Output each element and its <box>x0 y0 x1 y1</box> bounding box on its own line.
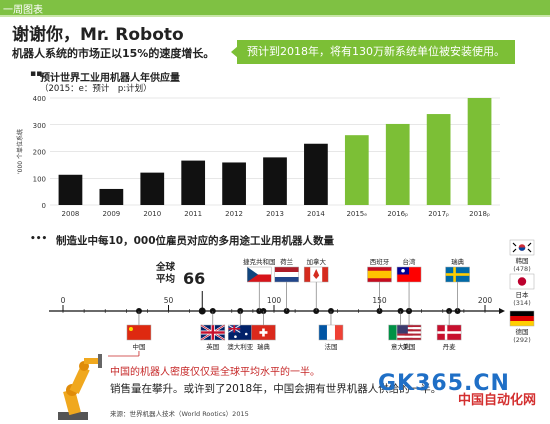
header-bar <box>0 0 550 15</box>
bar-y-tick-label: 400 <box>33 95 46 103</box>
density-country-label: 瑞典 <box>257 342 271 351</box>
density-country-label: 荷兰 <box>280 257 294 266</box>
page-title: 谢谢你，Mr. Roboto <box>12 25 184 45</box>
offscale-country-label: 德国 <box>516 327 529 336</box>
bar-x-tick-label: 2014 <box>307 210 325 218</box>
density-x-tick-label: 50 <box>164 296 174 305</box>
offscale-country-label: 韩国 <box>516 256 529 265</box>
density-x-tick-label: 200 <box>478 296 493 305</box>
bar-y-tick-label: 300 <box>33 122 46 130</box>
section-bullet-icon-2: ••• <box>30 234 48 244</box>
bar-2009 <box>99 188 124 205</box>
bar-2012 <box>222 162 246 205</box>
density-country-label: 丹麦 <box>443 342 457 351</box>
callout-box: 预计到2018年，将有130万新系统单位被安装使用。 <box>237 40 515 64</box>
watermark-site-name: 中国自动化网 <box>458 393 537 408</box>
bar-2013 <box>263 157 287 205</box>
page-subtitle: 机器人系统的市场正以15%的速度增长。 <box>12 47 215 60</box>
density-axis-arrow <box>499 308 505 314</box>
offscale-country-label: 日本 <box>516 290 530 299</box>
section-bullet-icon: ▪▪ <box>30 69 43 79</box>
bar-x-tick-label: 2011 <box>184 210 202 218</box>
density-country-label: 西班牙 <box>370 257 390 266</box>
header-tag: 一周图表 <box>3 5 43 16</box>
flag-cz-icon <box>246 266 272 283</box>
flag-se-icon <box>445 266 470 283</box>
offscale-value-label: (314) <box>513 299 530 307</box>
bar-x-tick-label: 2013 <box>266 210 284 218</box>
flag-nl-icon <box>274 266 299 283</box>
bar-x-tick-label: 2012 <box>225 210 243 218</box>
bar-2015e <box>344 135 369 205</box>
watermark-logo: GK365.CN <box>378 371 510 396</box>
density-country-label: 捷克共和国 <box>243 257 276 266</box>
density-x-tick-label: 100 <box>267 296 282 305</box>
density-country-label: 英国 <box>206 342 219 351</box>
global-average-label: 全球平均 <box>156 262 176 285</box>
offscale-value-label: (292) <box>513 336 530 344</box>
callout-arrow <box>231 46 238 58</box>
flag-fr-icon <box>318 324 344 341</box>
bar-2017p <box>426 114 451 205</box>
density-country-label: 澳大利亚 <box>227 342 254 351</box>
header-divider <box>0 15 550 17</box>
flag-uk-icon <box>200 324 226 341</box>
bar-chart: 0 100 200 300 400 '000 个单位系统 2008 2009 2010 2011 2… <box>16 95 500 218</box>
bar-2014 <box>304 143 328 205</box>
flag-us-icon <box>396 324 422 341</box>
flag-dk-icon <box>436 324 462 341</box>
bar-y-tick-label: 200 <box>33 149 46 157</box>
density-country-label: 加拿大 <box>306 257 326 266</box>
bar-chart-note: （2015：e：预计 p:计划） <box>40 84 152 94</box>
bar-y-tick-label: 0 <box>42 202 46 210</box>
flag-jp-icon <box>509 273 535 290</box>
source-credit: 来源：世界机器人技术（World Rootics）2015 <box>110 410 249 418</box>
flag-tw-icon <box>396 266 422 283</box>
bar-2008 <box>58 174 83 205</box>
flag-au-icon <box>227 324 253 341</box>
bar-x-tick-label: 2018ₚ <box>469 210 490 218</box>
density-chart-title: 制造业中每10，000位雇员对应的多用途工业用机器人数量 <box>56 235 335 247</box>
density-x-tick-label: 0 <box>61 296 66 305</box>
bar-2010 <box>140 172 165 205</box>
flag-ca-icon <box>303 266 329 283</box>
density-note-red: 中国的机器人密度仅仅是全球平均水平的一半。 <box>110 367 320 378</box>
bar-2016p <box>385 123 410 205</box>
flag-de-icon <box>509 310 535 327</box>
density-country-label: 中国 <box>132 342 145 351</box>
bar-x-tick-label: 2008 <box>62 210 80 218</box>
bar-y-tick-label: 100 <box>33 175 46 183</box>
bar-2011 <box>181 160 206 205</box>
flag-es-icon <box>367 266 392 283</box>
offscale-value-label: (478) <box>513 265 530 273</box>
robot-arm-illustration <box>58 354 102 420</box>
global-average-value: 66 <box>183 269 206 288</box>
bar-chart-title: 预计世界工业用机器人年供应量 <box>40 73 180 84</box>
bar-y-axis-label: '000 个单位系统 <box>16 129 24 174</box>
density-country-label: 台湾 <box>403 257 417 266</box>
density-country-label: 瑞典 <box>451 257 465 266</box>
bar-x-tick-label: 2015ₑ <box>346 210 367 218</box>
density-country-label: 法国 <box>324 342 337 351</box>
bar-x-tick-label: 2010 <box>143 210 161 218</box>
density-country-label: 意大利 <box>391 342 411 351</box>
flag-kr-icon <box>509 239 535 256</box>
density-country-label: 美国 <box>403 342 416 351</box>
bar-x-tick-label: 2009 <box>102 210 120 218</box>
flag-cn-icon <box>126 324 152 341</box>
flag-ch-icon <box>251 324 276 341</box>
bar-x-tick-label: 2016ₚ <box>387 210 408 218</box>
bar-2018p <box>467 98 492 205</box>
density-note: 销售量在攀升。或许到了2018年，中国会拥有世界机器人供给的一半。 <box>110 383 442 395</box>
bar-x-tick-label: 2017ₚ <box>428 210 449 218</box>
